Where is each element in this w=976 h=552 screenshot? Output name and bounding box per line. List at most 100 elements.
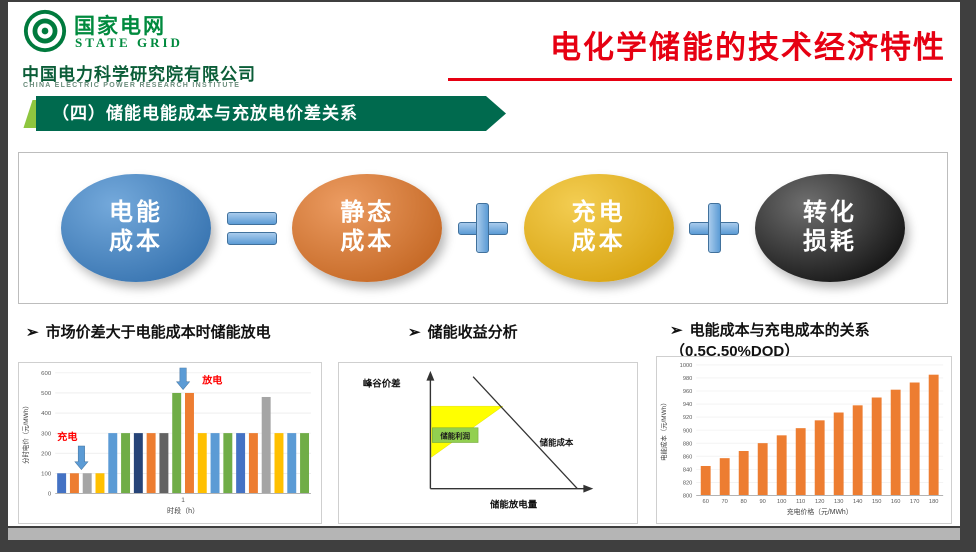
term-label-line: 成本: [571, 228, 626, 255]
down-arrow-icon: [176, 367, 191, 391]
term-label-line: 损耗: [802, 228, 857, 255]
y-tick-label: 500: [41, 391, 52, 397]
y-tick-label: 960: [683, 389, 692, 395]
bullet-profit-analysis: ➢ 储能收益分析: [408, 322, 648, 343]
y-tick-label: 200: [41, 451, 52, 457]
bottom-strip: [8, 528, 960, 540]
bar: [928, 374, 939, 496]
term-label-line: 充电: [571, 199, 626, 227]
bar: [776, 435, 787, 496]
storage-cost-line: [472, 376, 578, 490]
y-tick-label: 600: [41, 371, 52, 377]
equation-panel: 电能 成本 静态 成本 充电 成本 转化 损耗: [18, 152, 948, 304]
x-tick-label: 150: [872, 499, 881, 505]
bar: [95, 473, 105, 494]
org-name: 中国电力科学研究院有限公司: [22, 65, 256, 84]
x-tick-label: 160: [891, 499, 900, 505]
x-tick-label: 60: [703, 499, 709, 505]
term-label-line: 成本: [340, 228, 395, 255]
term-charging-cost: 充电 成本: [523, 174, 674, 282]
charge-annotation: 充电: [57, 430, 77, 443]
bar: [287, 433, 297, 494]
bar: [146, 433, 156, 494]
discharge-annotation: 放电: [201, 374, 222, 387]
y-tick-label: 980: [683, 376, 692, 382]
x-tick-label: 140: [853, 499, 862, 505]
bullet-text: 电能成本与充电成本的关系（0.5C,50%DOD）: [670, 322, 870, 360]
x-axis-arrowhead-icon: [583, 484, 594, 493]
bar: [300, 433, 310, 494]
org-name-en: CHINA ELECTRIC POWER RESEARCH INSTITUTE: [23, 82, 241, 89]
bar: [210, 433, 220, 494]
term-label-line: 电能: [109, 199, 163, 227]
bar: [719, 458, 730, 496]
bullet-text: 储能收益分析: [427, 324, 518, 341]
discharge-amount-label: 储能放电量: [489, 498, 538, 509]
bar: [795, 428, 806, 496]
y-tick-label: 800: [683, 493, 692, 499]
bar: [909, 382, 920, 496]
y-tick-label: 860: [683, 454, 692, 460]
bar: [700, 465, 711, 496]
equals-bar: [226, 231, 277, 245]
term-conversion-loss: 转化 损耗: [754, 174, 905, 282]
section-banner: （四）储能电能成本与充放电价差关系: [36, 96, 506, 131]
bar: [852, 405, 863, 496]
bar: [833, 412, 844, 496]
cost-vs-price-chart: 800 820 840 860 880 900 920 940 960 980 1000 60 70 80…: [659, 363, 944, 516]
bar: [248, 433, 258, 494]
bar: [871, 397, 882, 496]
profit-label: 储能利润: [439, 432, 470, 441]
bar: [69, 473, 79, 494]
y-tick-label: 900: [683, 428, 692, 434]
bullet-arrow-icon: ➢: [670, 322, 683, 339]
bar: [108, 433, 118, 494]
x-tick-label: 110: [796, 499, 805, 505]
bar: [57, 473, 67, 494]
term-label-line: 成本: [109, 228, 163, 255]
plus-operator: [689, 203, 740, 253]
x-tick-label: 1: [181, 497, 185, 504]
bar: [274, 433, 284, 494]
y-tick-label: 820: [683, 480, 692, 486]
y-axis-label: 电能成本（元/MWh）: [659, 399, 668, 461]
y-tick-label: 0: [48, 492, 52, 498]
y-axis-arrowhead-icon: [426, 370, 435, 381]
bullet-arrow-icon: ➢: [26, 324, 39, 341]
storage-cost-label: 储能成本: [539, 438, 574, 448]
bar: [197, 433, 207, 494]
bar: [236, 433, 246, 494]
x-tick-label: 70: [722, 499, 728, 505]
x-tick-label: 80: [741, 499, 747, 505]
bullet-arrow-icon: ➢: [408, 324, 421, 341]
y-tick-label: 880: [683, 441, 692, 447]
y-tick-label: 1000: [680, 363, 693, 369]
bar: [82, 473, 92, 494]
bullet-discharge-condition: ➢ 市场价差大于电能成本时储能放电: [26, 322, 356, 343]
bar: [261, 396, 271, 494]
slide: 国家电网 STATE GRID 中国电力科学研究院有限公司 CHINA ELEC…: [8, 2, 960, 526]
bar: [185, 392, 194, 494]
peak-valley-label: 峰谷价差: [363, 378, 401, 389]
profit-label-box: [432, 427, 479, 443]
x-tick-label: 90: [760, 499, 766, 505]
bar: [757, 443, 768, 496]
cost-vs-price-chart-box: 800 820 840 860 880 900 920 940 960 980 1000 60 70 80…: [656, 356, 952, 524]
bar: [738, 450, 749, 496]
profit-diagram-box: 储能利润 峰谷价差 储能放电量 储能成本: [338, 362, 638, 524]
brand-name-en: STATE GRID: [75, 35, 183, 50]
profit-diagram: 储能利润 峰谷价差 储能放电量 储能成本: [363, 370, 594, 509]
bar: [172, 392, 182, 494]
state-grid-logo-icon: [23, 9, 67, 53]
x-axis-label: 时段（h）: [167, 506, 199, 515]
equals-bar: [226, 211, 277, 225]
y-tick-label: 100: [41, 471, 52, 477]
time-of-use-price-chart-box: 0 100 200 300 400 500 600 1 时段（h） 分时电价（元/MWh） 充电 放电: [18, 362, 322, 524]
bar: [223, 433, 233, 494]
y-tick-label: 840: [683, 467, 692, 473]
bar: [133, 433, 143, 494]
x-axis-label: 充电价格（元/MWh）: [787, 507, 853, 516]
term-static-cost: 静态 成本: [292, 174, 443, 282]
bullet-text: 市场价差大于电能成本时储能放电: [45, 324, 271, 341]
